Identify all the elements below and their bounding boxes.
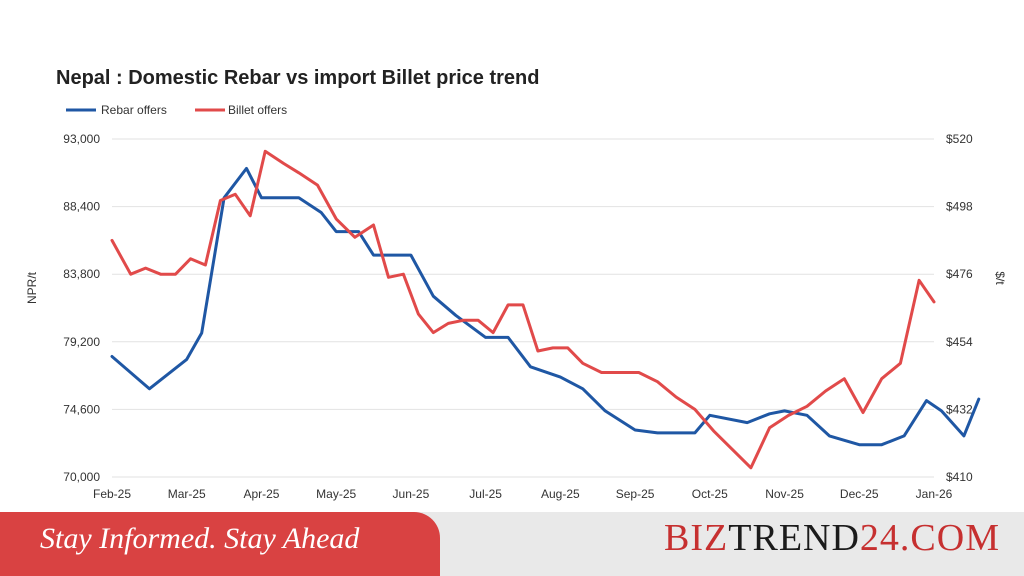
y-axis-right-title: $/t — [993, 271, 1007, 285]
x-tick-label: May-25 — [316, 487, 356, 501]
gridlines — [112, 138, 934, 478]
x-tick-label: Mar-25 — [168, 487, 206, 501]
brand-logo-part1: BIZ — [664, 517, 729, 559]
series-lines — [110, 149, 981, 470]
y-right-tick-label: $432 — [946, 402, 973, 416]
x-tick-label: Dec-25 — [840, 487, 879, 501]
brand-logo-part2: TREND — [728, 517, 860, 559]
y-axis-left-ticks: 70,000 74,600 79,200 83,800 88,400 93,000 — [63, 132, 100, 484]
x-tick-label: Apr-25 — [243, 487, 279, 501]
y-axis-left-title: NPR/t — [25, 271, 39, 304]
y-right-tick-label: $476 — [946, 267, 973, 281]
y-right-tick-label: $498 — [946, 200, 973, 214]
footer-tagline-banner — [0, 512, 440, 576]
y-left-tick-label: 88,400 — [63, 200, 100, 214]
brand-logo[interactable]: BIZTREND24.COM — [664, 516, 1000, 560]
y-left-tick-label: 93,000 — [63, 132, 100, 146]
y-left-tick-label: 83,800 — [63, 267, 100, 281]
x-tick-label: Oct-25 — [692, 487, 728, 501]
series-line-rebar-offers — [110, 166, 981, 447]
x-tick-label: Jun-25 — [393, 487, 430, 501]
brand-logo-part3: 24.COM — [859, 517, 1000, 559]
y-left-tick-label: 70,000 — [63, 470, 100, 484]
legend: Rebar offers Billet offers — [66, 103, 287, 117]
x-tick-label: Aug-25 — [541, 487, 580, 501]
x-tick-label: Nov-25 — [765, 487, 804, 501]
x-tick-label: Feb-25 — [93, 487, 131, 501]
y-right-tick-label: $454 — [946, 335, 973, 349]
chart-title: Nepal : Domestic Rebar vs import Billet … — [56, 67, 539, 89]
y-axis-right-ticks: $410 $432 $454 $476 $498 $520 — [946, 132, 973, 484]
x-axis-ticks: Feb-25 Mar-25 Apr-25 May-25 Jun-25 Jul-25 Aug-… — [93, 487, 953, 501]
y-right-tick-label: $410 — [946, 470, 973, 484]
y-left-tick-label: 79,200 — [63, 335, 100, 349]
legend-label-rebar: Rebar offers — [101, 103, 167, 117]
legend-label-billet: Billet offers — [228, 103, 287, 117]
y-left-tick-label: 74,600 — [63, 402, 100, 416]
chart: Nepal : Domestic Rebar vs import Billet … — [25, 67, 1007, 501]
footer-tagline: Stay Informed. Stay Ahead — [40, 522, 360, 555]
x-tick-label: Jan-26 — [916, 487, 953, 501]
x-tick-label: Sep-25 — [616, 487, 655, 501]
series-line-billet-offers — [110, 149, 936, 470]
y-right-tick-label: $520 — [946, 132, 973, 146]
x-tick-label: Jul-25 — [469, 487, 502, 501]
